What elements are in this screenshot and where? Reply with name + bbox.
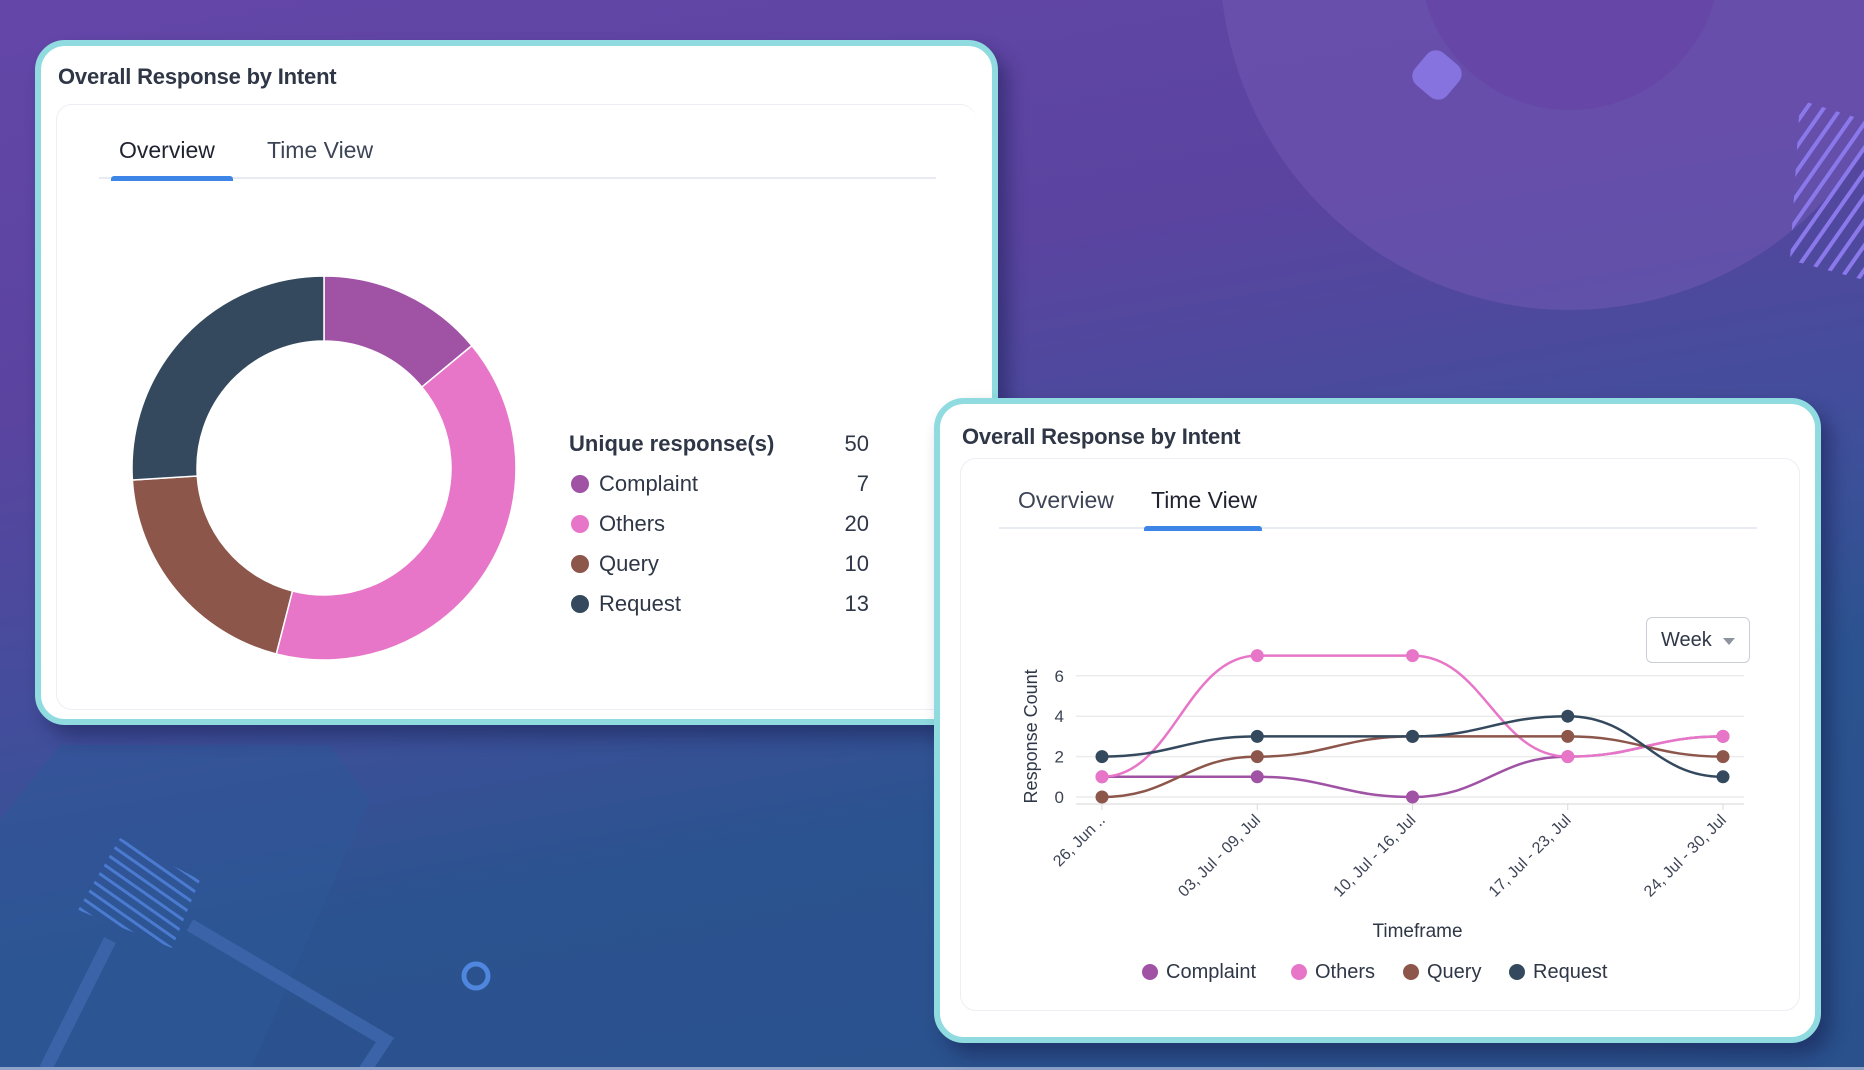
- legend-row-request[interactable]: Request 13: [569, 591, 869, 631]
- x-tick-label: 10, Jul - 16, Jul: [1331, 812, 1420, 901]
- tab-bar: Overview Time View: [99, 125, 936, 181]
- active-tab-indicator: [111, 176, 233, 181]
- chart-legend-label: Others: [1315, 961, 1376, 983]
- chart-legend-item-request[interactable]: Request: [1509, 961, 1608, 984]
- legend-value: 20: [844, 511, 869, 536]
- time-view-panel: Overview Time View Week 0 2 4 6 Response Cou…: [960, 458, 1800, 1011]
- data-point-others[interactable]: [1095, 770, 1109, 784]
- legend-dot-icon: [1142, 964, 1158, 980]
- data-point-others[interactable]: [1250, 649, 1264, 663]
- tab-bar: Overview Time View: [999, 475, 1757, 531]
- legend-dot-icon: [571, 515, 589, 533]
- tab-time-view[interactable]: Time View: [267, 137, 374, 163]
- legend-label: Query: [599, 551, 659, 576]
- legend-value: 7: [856, 471, 869, 496]
- bg-rounded-diamond: [1412, 50, 1462, 100]
- chart-legend-item-query[interactable]: Query: [1403, 961, 1481, 984]
- line-chart: 0 2 4 6 Response Count 26, Jun .. 03, Jul - 09…: [1021, 649, 1744, 942]
- chart-legend-label: Complaint: [1166, 961, 1257, 983]
- series-line-query[interactable]: [1101, 735, 1724, 799]
- data-point-others[interactable]: [1716, 729, 1730, 743]
- data-point-query[interactable]: [1561, 729, 1575, 743]
- legend-label: Request: [599, 591, 681, 616]
- legend-label: Others: [599, 511, 666, 536]
- data-point-request[interactable]: [1406, 729, 1419, 743]
- legend-summary-row: Unique response(s) 50: [569, 431, 869, 471]
- time-view-card: Overall Response by Intent Overview Time…: [934, 398, 1821, 1043]
- legend-row-complaint[interactable]: Complaint 7: [569, 471, 869, 511]
- y-tick-label: 6: [1055, 667, 1064, 686]
- y-tick-label: 0: [1055, 788, 1064, 807]
- bg-striped-patch-top-right: [1790, 100, 1864, 280]
- summary-label: Unique response(s): [569, 431, 775, 456]
- legend-value: 10: [844, 551, 869, 576]
- data-point-others[interactable]: [1406, 649, 1419, 663]
- chart-legend-label: Query: [1427, 961, 1482, 983]
- legend-label: Complaint: [599, 471, 699, 496]
- legend-dot-icon: [571, 555, 589, 573]
- bg-striped-patch-bottom-left: [78, 838, 200, 948]
- period-select-value: Week: [1661, 629, 1712, 651]
- bg-inner-circle: [1425, 0, 1715, 110]
- chart-legend-item-complaint[interactable]: Complaint: [1142, 961, 1256, 984]
- data-point-query[interactable]: [1095, 790, 1109, 804]
- legend-dot-icon: [571, 595, 589, 613]
- bg-large-ring: [1222, 0, 1864, 310]
- x-axis-label: Timeframe: [1372, 921, 1462, 942]
- series-line-request[interactable]: [1101, 714, 1724, 779]
- legend-dot-icon: [1403, 964, 1419, 980]
- y-tick-label: 4: [1055, 707, 1064, 726]
- chart-legend-label: Request: [1533, 961, 1608, 983]
- chart-legend-item-others[interactable]: Others: [1291, 961, 1375, 984]
- data-point-request[interactable]: [1095, 750, 1109, 764]
- donut-slice-query[interactable]: [131, 475, 294, 655]
- summary-value: 50: [844, 431, 869, 456]
- x-tick-label: 24, Jul - 30, Jul: [1641, 812, 1730, 901]
- card-title: Overall Response by Intent: [58, 64, 337, 89]
- donut-chart: [131, 275, 517, 661]
- data-point-others[interactable]: [1561, 750, 1575, 764]
- tab-overview[interactable]: Overview: [119, 137, 215, 163]
- legend-value: 13: [844, 591, 869, 616]
- legend-dot-icon: [1509, 964, 1525, 980]
- legend-dot-icon: [1291, 964, 1307, 980]
- y-tick-label: 2: [1055, 748, 1064, 767]
- legend-row-others[interactable]: Others 20: [569, 511, 869, 551]
- active-tab-indicator: [1144, 526, 1262, 531]
- x-tick-label: 26, Jun ..: [1050, 812, 1109, 871]
- overview-panel: Overview Time View Unique response(s) 50…: [56, 104, 976, 710]
- overview-card: Overall Response by Intent Overview Time…: [35, 40, 998, 725]
- donut-legend: Unique response(s) 50 Complaint 7 Others…: [569, 431, 869, 631]
- data-point-request[interactable]: [1716, 770, 1730, 784]
- y-axis-label: Response Count: [1021, 669, 1041, 803]
- data-point-query[interactable]: [1250, 750, 1264, 764]
- card-title: Overall Response by Intent: [962, 424, 1241, 449]
- series-line-complaint[interactable]: [1101, 735, 1724, 799]
- data-point-query[interactable]: [1716, 750, 1730, 764]
- bg-frame-lines: [39, 919, 395, 1070]
- tab-overview[interactable]: Overview: [1018, 487, 1114, 513]
- data-point-complaint[interactable]: [1250, 770, 1264, 784]
- bg-small-ring: [461, 961, 491, 991]
- x-tick-label: 03, Jul - 09, Jul: [1175, 812, 1264, 901]
- legend-dot-icon: [571, 475, 589, 493]
- period-select[interactable]: Week: [1646, 617, 1750, 663]
- caret-down-icon: [1723, 638, 1735, 645]
- data-point-request[interactable]: [1250, 729, 1264, 743]
- tab-time-view[interactable]: Time View: [1151, 487, 1258, 513]
- data-point-request[interactable]: [1561, 709, 1575, 723]
- legend-row-query[interactable]: Query 10: [569, 551, 869, 591]
- x-tick-label: 17, Jul - 23, Jul: [1486, 812, 1575, 901]
- bottom-edge: [0, 1067, 1864, 1070]
- data-point-complaint[interactable]: [1406, 790, 1419, 804]
- donut-slice-request[interactable]: [131, 275, 325, 481]
- donut-slice-others[interactable]: [275, 344, 517, 661]
